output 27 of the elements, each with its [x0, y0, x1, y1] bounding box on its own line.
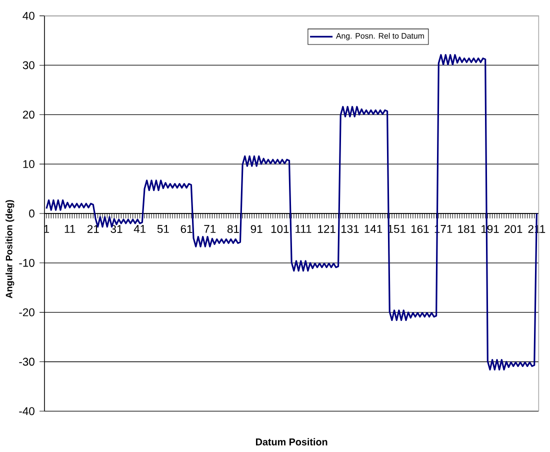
y-tick-label: -10	[19, 259, 34, 268]
x-tick-label: 61	[180, 225, 192, 234]
y-tick-label: 10	[23, 160, 34, 168]
x-tick-label: 11	[64, 225, 76, 233]
x-tick-label: 181	[458, 225, 476, 234]
x-axis-title: Datum Position	[256, 438, 328, 446]
x-tick-label: 141	[364, 225, 382, 233]
x-tick-label: 101	[271, 225, 289, 234]
x-tick-label: 121	[318, 225, 336, 234]
x-tick-label: 21	[87, 225, 99, 234]
x-tick-label: 41	[134, 225, 146, 233]
x-tick-label: 71	[204, 225, 216, 233]
x-tick-label: 81	[227, 225, 239, 234]
y-tick-label: 20	[22, 110, 34, 119]
y-axis-title: Angular Position (deg)	[6, 200, 14, 298]
y-tick-label: -40	[19, 407, 34, 416]
y-tick-label: -30	[19, 358, 34, 366]
y-tick-label: 40	[22, 12, 34, 20]
x-tick-label: 111	[296, 225, 312, 233]
x-tick-label: 51	[157, 225, 169, 234]
x-tick-label: 131	[341, 225, 359, 234]
y-tick-label: 0	[29, 210, 34, 218]
x-tick-label: 161	[411, 225, 429, 234]
x-tick-label: 91	[250, 225, 262, 234]
y-tick-label: 30	[22, 61, 34, 70]
y-tick-label: -20	[19, 308, 34, 316]
x-tick-label: 201	[504, 225, 522, 234]
